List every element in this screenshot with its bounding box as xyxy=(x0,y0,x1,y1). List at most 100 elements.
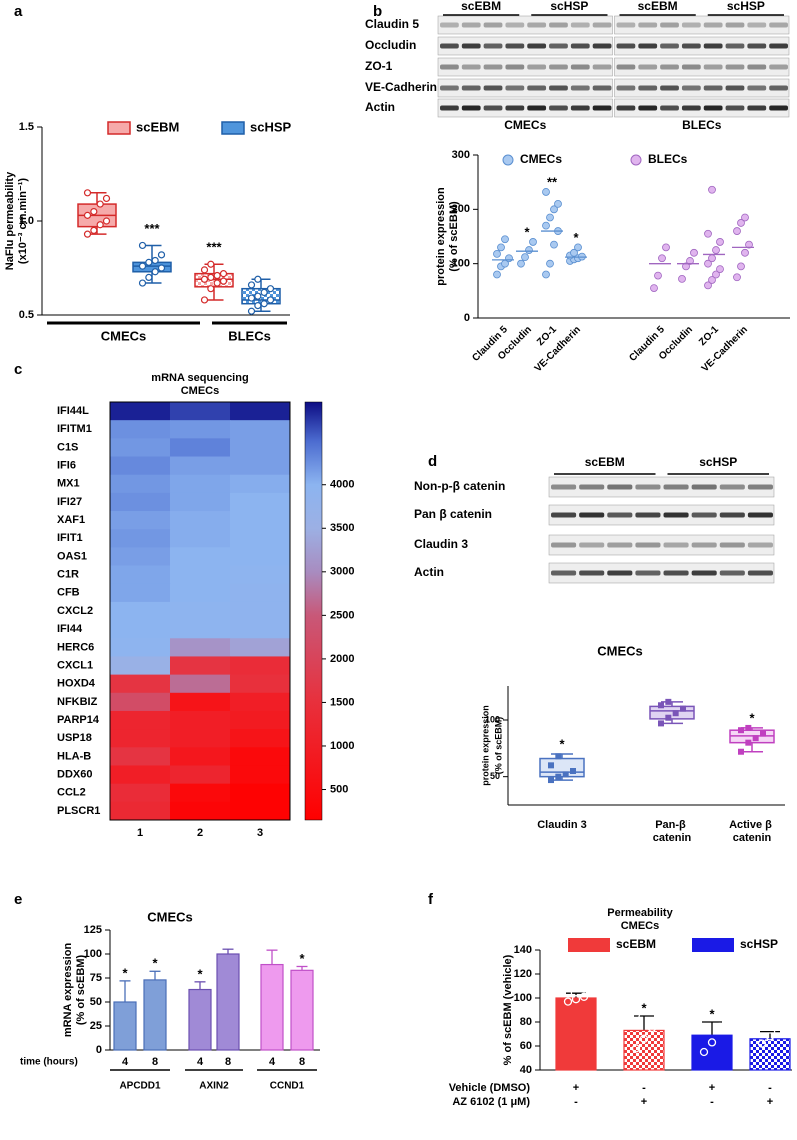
heatmap-cell xyxy=(170,765,231,785)
heatmap-cell xyxy=(230,620,291,639)
blot-group-label: scHSP xyxy=(727,0,765,13)
significance: *** xyxy=(144,221,160,236)
data-point xyxy=(704,281,712,290)
data-point xyxy=(207,285,215,293)
data-point xyxy=(260,300,268,308)
blot-band xyxy=(440,22,459,28)
row-label: DDX60 xyxy=(57,768,92,780)
heatmap-cell xyxy=(230,474,291,494)
y-tick-label: 100 xyxy=(485,714,500,724)
blot-band xyxy=(663,512,689,518)
heatmap-cell xyxy=(110,492,171,512)
data-point xyxy=(662,243,670,252)
heatmap-cell xyxy=(230,692,291,712)
blot-band xyxy=(483,85,503,91)
data-point xyxy=(738,727,744,734)
heatmap-cell xyxy=(230,565,291,585)
blot-band xyxy=(747,512,773,518)
data-point xyxy=(521,253,529,262)
blot-band xyxy=(551,542,577,548)
time-label: 8 xyxy=(225,1056,231,1068)
data-point xyxy=(571,995,581,1004)
significance: * xyxy=(573,230,579,245)
blot-row-label: Actin xyxy=(414,565,444,579)
data-point xyxy=(647,1023,657,1033)
data-point xyxy=(704,229,712,238)
column-label: 2 xyxy=(197,827,203,839)
legend-marker xyxy=(630,154,642,166)
blot-band xyxy=(681,43,701,49)
y-tick-label: 120 xyxy=(514,968,532,980)
time-label: 4 xyxy=(269,1056,276,1068)
data-point xyxy=(554,199,562,208)
colorbar-tick-label: 2000 xyxy=(330,653,354,665)
bar xyxy=(555,997,597,1071)
blot-band xyxy=(440,43,459,49)
panel-label: a xyxy=(14,3,23,20)
data-point xyxy=(260,288,268,297)
data-point xyxy=(145,273,153,281)
data-point xyxy=(207,273,215,281)
blot-band xyxy=(638,64,658,70)
row-label: IFITM1 xyxy=(57,423,92,435)
heatmap-cell xyxy=(110,729,171,748)
heatmap-cell xyxy=(230,492,291,512)
data-point xyxy=(658,254,666,263)
y-axis-label: protein expression xyxy=(435,187,447,286)
blot-band xyxy=(570,64,590,70)
condition-level: - xyxy=(642,1082,646,1094)
data-point xyxy=(773,1027,783,1036)
legend-swatch xyxy=(692,938,734,952)
blot-band xyxy=(769,22,788,28)
heatmap-border xyxy=(109,401,291,821)
significance: * xyxy=(197,966,203,981)
row-label: MX1 xyxy=(57,478,80,490)
blot-band xyxy=(505,64,525,70)
heatmap-cell xyxy=(170,783,231,803)
row-label: CXCL1 xyxy=(57,659,93,671)
blot-cell-type: BLECs xyxy=(682,118,722,132)
group-label: CCND1 xyxy=(270,1081,305,1092)
data-point xyxy=(546,259,554,268)
blot-band xyxy=(527,43,547,49)
blot-band xyxy=(635,542,661,548)
data-point xyxy=(525,246,533,254)
colorbar-tick-label: 2500 xyxy=(330,609,354,621)
heatmap-cell xyxy=(110,438,171,458)
blot-band xyxy=(570,22,590,28)
blot-group-label: scEBM xyxy=(585,455,625,469)
data-point xyxy=(501,235,509,244)
y-tick-label: 0 xyxy=(464,312,470,324)
group-label: APCDD1 xyxy=(119,1081,161,1092)
heatmap-cell xyxy=(110,583,171,603)
heatmap-cell xyxy=(230,547,291,567)
heatmap-cell xyxy=(170,511,231,530)
bar xyxy=(290,969,314,1051)
row-label: IFI6 xyxy=(57,460,76,472)
time-label: 4 xyxy=(122,1056,129,1068)
data-point xyxy=(678,274,686,283)
data-point xyxy=(542,188,550,196)
data-point xyxy=(151,256,159,265)
data-point xyxy=(83,189,92,197)
data-point xyxy=(733,273,741,282)
heatmap-cell xyxy=(170,747,231,766)
data-point xyxy=(546,213,554,222)
colorbar-tick-label: 3000 xyxy=(330,566,354,578)
blot-band xyxy=(592,43,612,49)
heatmap-cell xyxy=(230,638,291,657)
heatmap-cell xyxy=(110,420,171,439)
blot-group-label: scEBM xyxy=(638,0,678,13)
blot-band xyxy=(660,64,679,70)
heatmap-cell xyxy=(110,692,171,712)
blot-band xyxy=(660,85,679,91)
chart-title: CMECs xyxy=(147,909,193,924)
colorbar-tick-label: 500 xyxy=(330,783,348,795)
row-label: OAS1 xyxy=(57,550,87,562)
blot-row-label: VE-Cadherin xyxy=(365,80,437,94)
data-point xyxy=(579,992,589,1001)
chart-title: mRNA sequencing xyxy=(151,372,248,384)
y-tick-label: 100 xyxy=(452,258,470,270)
blot-row-label: Claudin 3 xyxy=(414,537,468,551)
condition-level: + xyxy=(641,1096,647,1108)
